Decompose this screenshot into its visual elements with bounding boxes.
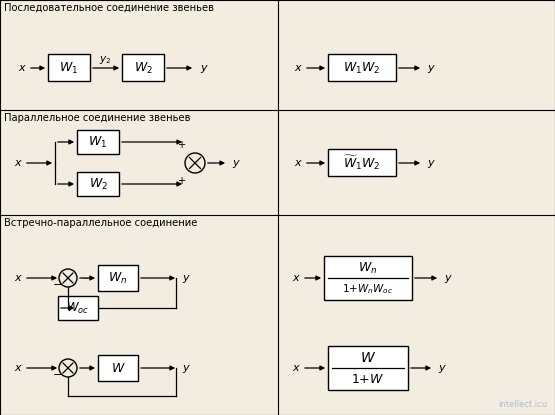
- FancyBboxPatch shape: [58, 296, 98, 320]
- Text: Встречно-параллельное соединение: Встречно-параллельное соединение: [4, 218, 198, 228]
- FancyBboxPatch shape: [328, 54, 396, 81]
- Text: x: x: [292, 273, 299, 283]
- Text: $W_2$: $W_2$: [134, 61, 153, 76]
- Text: $\widetilde{W}_1 W_2$: $\widetilde{W}_1 W_2$: [344, 154, 381, 172]
- FancyBboxPatch shape: [98, 355, 138, 381]
- Text: Параллельное соединение звеньев: Параллельное соединение звеньев: [4, 113, 190, 123]
- Text: $W_2$: $W_2$: [88, 176, 108, 192]
- Text: x: x: [14, 363, 21, 373]
- Text: $W_1$: $W_1$: [59, 61, 79, 76]
- Text: y: y: [427, 158, 433, 168]
- Text: intellect.icu: intellect.icu: [498, 400, 547, 409]
- Text: −: −: [53, 370, 63, 380]
- Text: y: y: [182, 273, 189, 283]
- Text: y: y: [232, 158, 239, 168]
- Text: x: x: [14, 158, 21, 168]
- Text: +: +: [178, 140, 186, 150]
- FancyBboxPatch shape: [77, 130, 119, 154]
- Text: ...: ...: [83, 271, 93, 281]
- FancyBboxPatch shape: [122, 54, 164, 81]
- FancyBboxPatch shape: [48, 54, 90, 81]
- Text: x: x: [295, 63, 301, 73]
- Text: $W_{oc}$: $W_{oc}$: [67, 300, 89, 315]
- Text: x: x: [14, 273, 21, 283]
- Text: $W_1$: $W_1$: [88, 134, 108, 149]
- Text: $W_n$: $W_n$: [359, 261, 377, 276]
- FancyBboxPatch shape: [324, 256, 412, 300]
- Text: $W_1 W_2$: $W_1 W_2$: [344, 61, 381, 76]
- FancyBboxPatch shape: [328, 346, 408, 390]
- Text: $1{+}W_n W_{oc}$: $1{+}W_n W_{oc}$: [342, 282, 393, 296]
- Text: Последовательное соединение звеньев: Последовательное соединение звеньев: [4, 3, 214, 13]
- Text: $W_n$: $W_n$: [108, 271, 128, 286]
- Text: y: y: [438, 363, 445, 373]
- Text: y: y: [444, 273, 451, 283]
- Text: $W$: $W$: [110, 361, 125, 374]
- Text: y: y: [182, 363, 189, 373]
- Text: $y_2$: $y_2$: [99, 54, 111, 66]
- Text: −: −: [53, 280, 63, 290]
- FancyBboxPatch shape: [98, 265, 138, 291]
- Text: +: +: [178, 176, 186, 186]
- Text: y: y: [427, 63, 433, 73]
- Text: $W$: $W$: [360, 351, 376, 365]
- Text: y: y: [200, 63, 206, 73]
- FancyBboxPatch shape: [77, 172, 119, 196]
- Text: x: x: [292, 363, 299, 373]
- Text: x: x: [19, 63, 26, 73]
- Text: $1{+}W$: $1{+}W$: [351, 373, 385, 386]
- FancyBboxPatch shape: [328, 149, 396, 176]
- Text: x: x: [295, 158, 301, 168]
